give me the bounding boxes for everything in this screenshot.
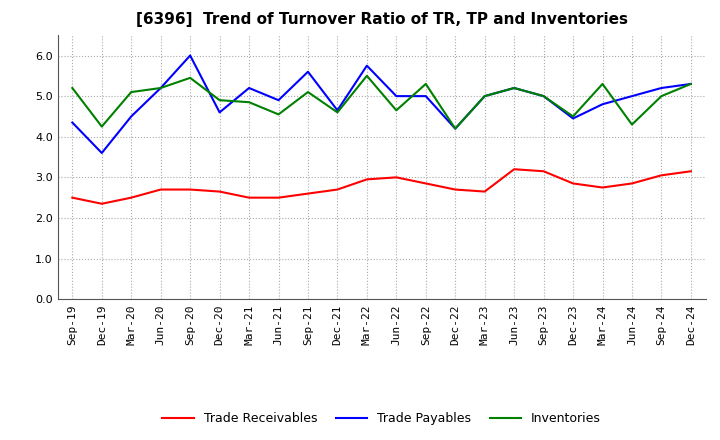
Inventories — [657, 93, 666, 99]
Trade Payables — [510, 85, 518, 91]
Trade Receivables — [304, 191, 312, 196]
Trade Payables — [127, 114, 135, 119]
Trade Payables — [274, 98, 283, 103]
Trade Payables — [569, 116, 577, 121]
Line: Trade Receivables: Trade Receivables — [72, 169, 691, 204]
Inventories — [392, 108, 400, 113]
Trade Payables — [186, 53, 194, 58]
Inventories — [421, 81, 430, 87]
Trade Payables — [628, 93, 636, 99]
Trade Receivables — [363, 177, 372, 182]
Trade Receivables — [392, 175, 400, 180]
Trade Receivables — [274, 195, 283, 200]
Inventories — [510, 85, 518, 91]
Trade Receivables — [127, 195, 135, 200]
Trade Payables — [421, 93, 430, 99]
Trade Payables — [480, 93, 489, 99]
Inventories — [215, 98, 224, 103]
Trade Receivables — [186, 187, 194, 192]
Trade Payables — [156, 85, 165, 91]
Inventories — [628, 122, 636, 127]
Trade Payables — [598, 102, 607, 107]
Inventories — [274, 112, 283, 117]
Trade Payables — [657, 85, 666, 91]
Line: Inventories: Inventories — [72, 76, 691, 128]
Inventories — [539, 93, 548, 99]
Inventories — [304, 89, 312, 95]
Trade Receivables — [480, 189, 489, 194]
Trade Receivables — [421, 181, 430, 186]
Trade Receivables — [215, 189, 224, 194]
Trade Receivables — [657, 172, 666, 178]
Trade Receivables — [569, 181, 577, 186]
Trade Receivables — [68, 195, 76, 200]
Inventories — [333, 110, 342, 115]
Trade Payables — [392, 93, 400, 99]
Inventories — [97, 124, 106, 129]
Trade Receivables — [598, 185, 607, 190]
Trade Receivables — [451, 187, 459, 192]
Legend: Trade Receivables, Trade Payables, Inventories: Trade Receivables, Trade Payables, Inven… — [157, 407, 606, 430]
Inventories — [127, 89, 135, 95]
Trade Payables — [333, 108, 342, 113]
Inventories — [156, 85, 165, 91]
Inventories — [598, 81, 607, 87]
Line: Trade Payables: Trade Payables — [72, 55, 691, 153]
Trade Payables — [539, 93, 548, 99]
Inventories — [569, 114, 577, 119]
Trade Payables — [451, 126, 459, 131]
Trade Receivables — [333, 187, 342, 192]
Trade Receivables — [687, 169, 696, 174]
Inventories — [451, 126, 459, 131]
Trade Receivables — [510, 167, 518, 172]
Inventories — [186, 75, 194, 81]
Title: [6396]  Trend of Turnover Ratio of TR, TP and Inventories: [6396] Trend of Turnover Ratio of TR, TP… — [135, 12, 628, 27]
Trade Payables — [215, 110, 224, 115]
Trade Payables — [245, 85, 253, 91]
Trade Receivables — [245, 195, 253, 200]
Inventories — [68, 85, 76, 91]
Inventories — [363, 73, 372, 78]
Trade Receivables — [97, 201, 106, 206]
Inventories — [687, 81, 696, 87]
Trade Receivables — [539, 169, 548, 174]
Trade Payables — [97, 150, 106, 156]
Trade Payables — [304, 69, 312, 74]
Trade Payables — [363, 63, 372, 68]
Trade Receivables — [628, 181, 636, 186]
Inventories — [245, 99, 253, 105]
Trade Payables — [687, 81, 696, 87]
Trade Receivables — [156, 187, 165, 192]
Trade Payables — [68, 120, 76, 125]
Inventories — [480, 93, 489, 99]
